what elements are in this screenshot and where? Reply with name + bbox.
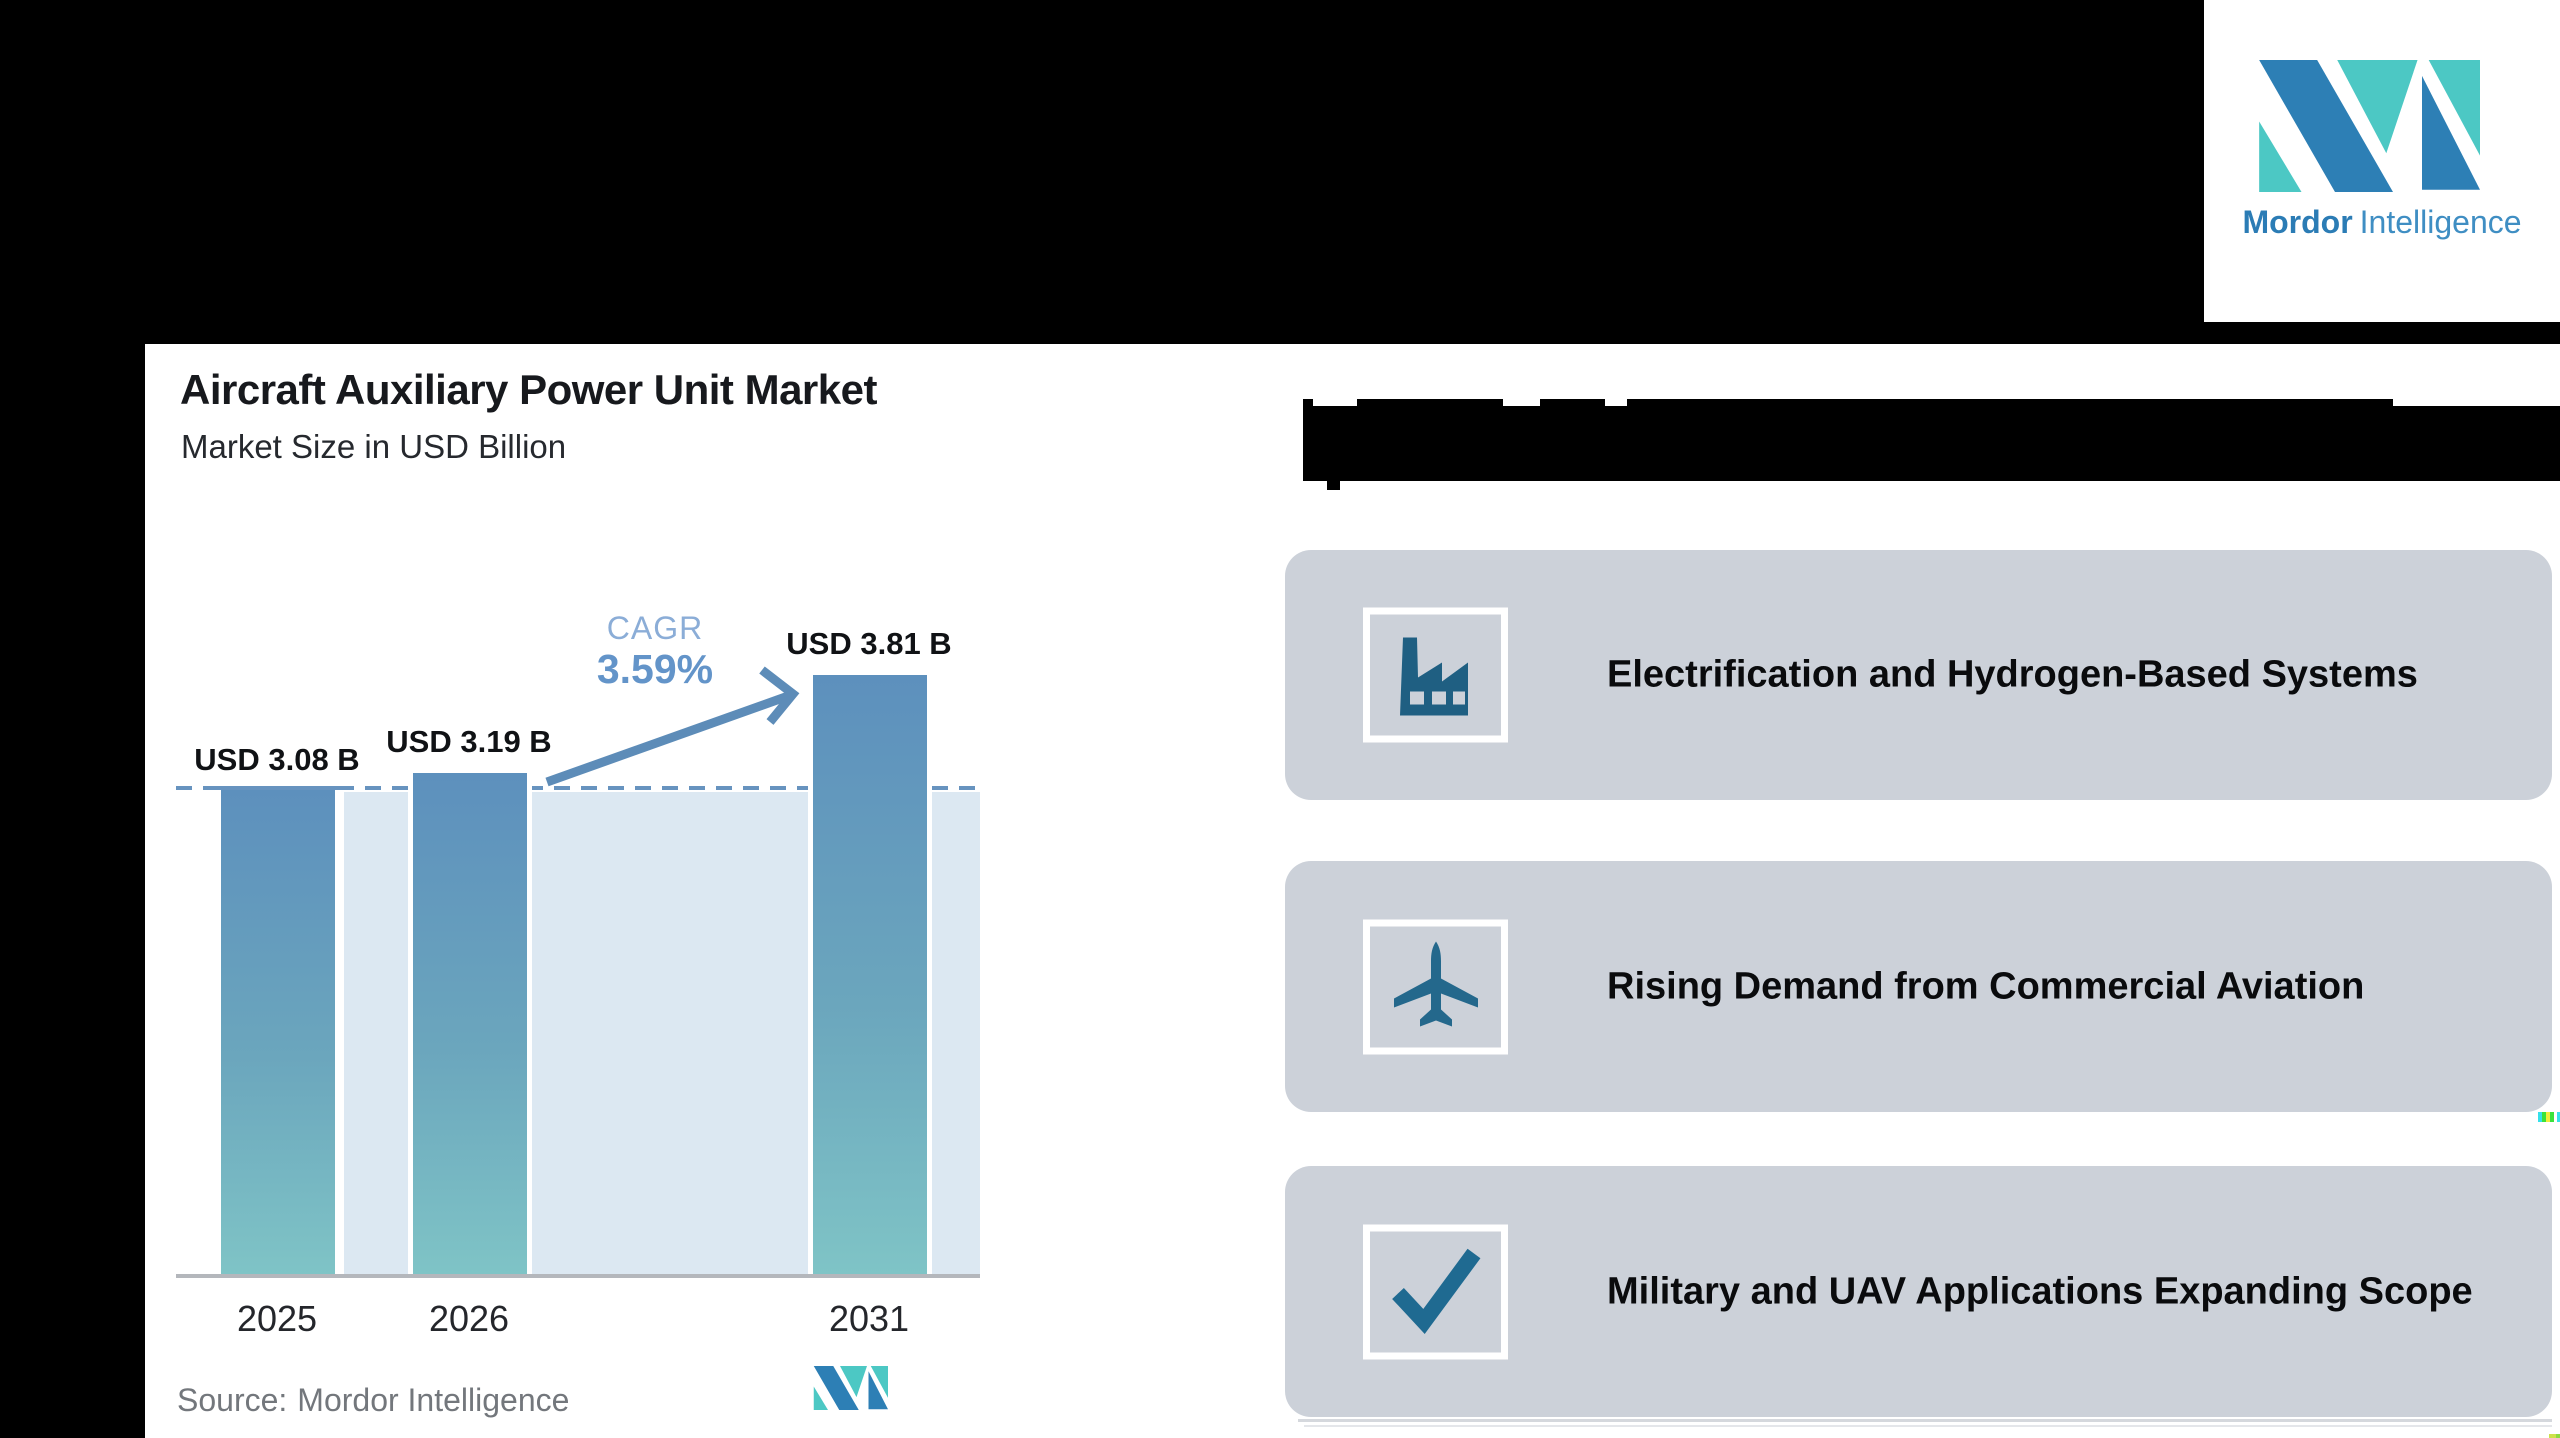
value-label-2025: USD 3.08 B — [194, 742, 360, 777]
trend-label: Electrification and Hydrogen-Based Syste… — [1607, 653, 2418, 696]
dashed-line-over-bar — [216, 786, 340, 790]
card-stack-line — [1298, 1419, 2552, 1422]
brand-name-light: Intelligence — [2359, 204, 2522, 240]
tick-2025: 2025 — [236, 1298, 318, 1339]
mordor-intelligence-logo-icon — [2259, 60, 2480, 192]
brand-wordmark: Mordor Intelligence — [2204, 204, 2560, 241]
bar-2026 — [408, 773, 532, 1276]
cagr-arrow-icon — [545, 666, 800, 787]
trend-label: Military and UAV Applications Expanding … — [1607, 1270, 2473, 1312]
source-name: Mordor Intelligence — [297, 1382, 570, 1418]
chart-subtitle: Market Size in USD Billion — [181, 428, 567, 465]
source-attribution: Source: Mordor Intelligence — [177, 1382, 569, 1419]
source-label: Source: — [177, 1382, 288, 1418]
airplane-icon — [1393, 941, 1478, 1027]
pixel-glitch — [2538, 1112, 2560, 1122]
checkmark-icon — [1391, 1248, 1480, 1335]
icon-frame — [1363, 607, 1508, 743]
pixel-glitch — [2556, 1434, 2560, 1438]
trend-label: Rising Demand from Commercial Aviation — [1607, 965, 2365, 1007]
trend-card-commercial-aviation: Rising Demand from Commercial Aviation — [1285, 861, 2552, 1112]
pixel-glitch — [2549, 1434, 2556, 1438]
redacted-headline — [1303, 399, 2560, 491]
value-label-2031: USD 3.81 B — [786, 626, 952, 661]
brand-name-bold: Mordor — [2242, 204, 2353, 240]
chart-title: Aircraft Auxiliary Power Unit Market — [180, 366, 877, 413]
x-axis-line — [176, 1274, 980, 1278]
brand-logo-card: Mordor Intelligence — [2204, 0, 2560, 322]
trend-card-electrification: Electrification and Hydrogen-Based Syste… — [1285, 550, 2552, 800]
tick-2026: 2026 — [428, 1298, 510, 1339]
factory-icon — [1399, 637, 1468, 715]
bar-chart-plot — [176, 620, 980, 1278]
mini-logo-icon — [813, 1366, 888, 1410]
tick-2031: 2031 — [828, 1298, 910, 1339]
value-label-2026: USD 3.19 B — [386, 724, 552, 759]
bar-2025 — [216, 790, 340, 1276]
cagr-label: CAGR — [606, 610, 704, 646]
icon-frame — [1363, 919, 1508, 1054]
trend-card-military-uav: Military and UAV Applications Expanding … — [1285, 1166, 2552, 1417]
card-stack-line — [1304, 1425, 2552, 1427]
dashed-reference-line — [176, 786, 980, 790]
icon-frame — [1363, 1224, 1508, 1359]
bar-2031 — [808, 675, 932, 1276]
cagr-value: 3.59% — [596, 646, 714, 692]
